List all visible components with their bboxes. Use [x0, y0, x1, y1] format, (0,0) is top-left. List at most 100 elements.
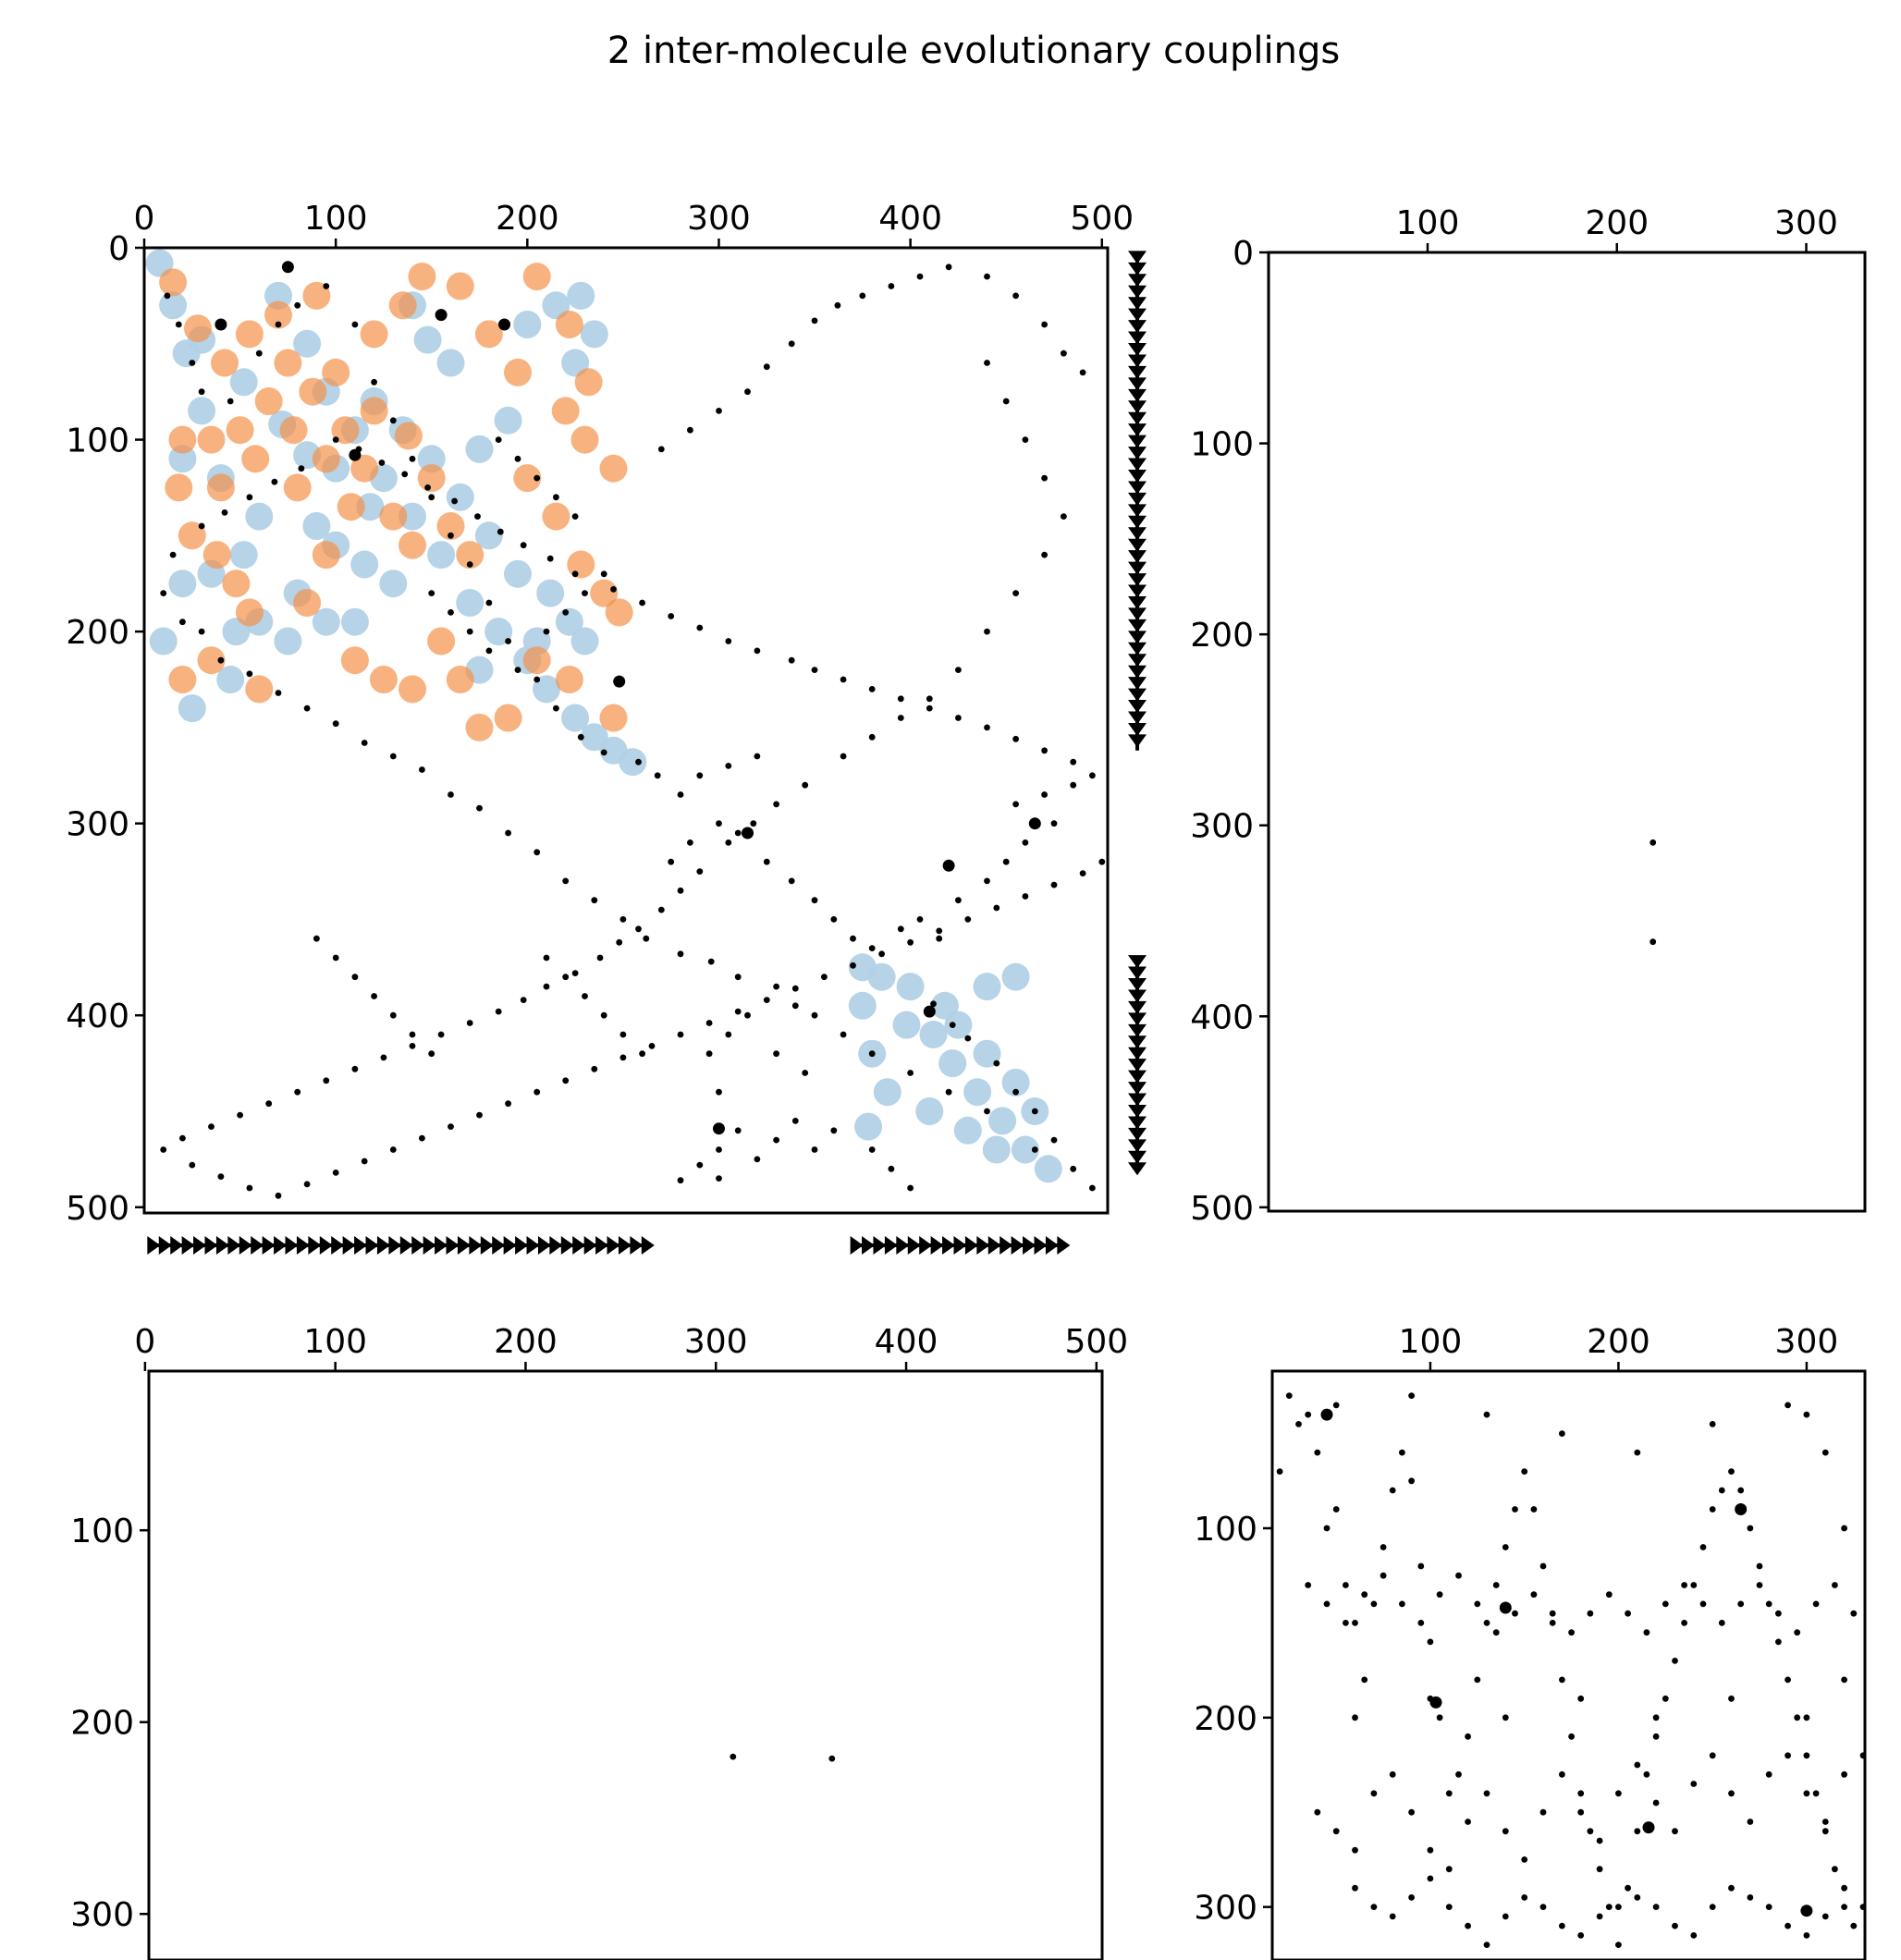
- ec-point: [811, 1146, 818, 1153]
- ec-point: [534, 676, 541, 683]
- track-marker-bottom: [896, 1236, 910, 1255]
- contact-point-blue: [561, 349, 590, 377]
- ec-point: [1352, 1884, 1358, 1892]
- ec-point: [1539, 1562, 1547, 1570]
- ec-point: [189, 1161, 196, 1169]
- ec-point: [1512, 1506, 1518, 1513]
- ec-point: [221, 509, 228, 516]
- ec-point: [648, 1043, 656, 1049]
- ec-point: [271, 478, 278, 485]
- ec-point: [1559, 1430, 1565, 1437]
- ec-point: [505, 638, 511, 644]
- ec-point: [1756, 1582, 1763, 1588]
- ec-point: [1002, 398, 1010, 405]
- ec-point: [1718, 1487, 1725, 1494]
- ec-point: [1465, 1922, 1471, 1929]
- track-marker-right: [1128, 504, 1147, 518]
- ec-point: [1465, 1819, 1471, 1825]
- ec-point: [1699, 1544, 1707, 1550]
- track-marker-right: [1128, 262, 1147, 276]
- ec-point: [687, 839, 693, 846]
- x-tick-label: 300: [684, 1323, 748, 1361]
- ec-point: [409, 1031, 416, 1038]
- ec-point: [485, 599, 493, 606]
- ec-point: [1634, 1894, 1641, 1901]
- ec-point: [1821, 1819, 1829, 1825]
- ec-point: [562, 877, 570, 885]
- track-marker-right: [1128, 654, 1147, 668]
- track-marker-bottom: [158, 1236, 172, 1255]
- ec-point: [1079, 870, 1086, 876]
- ec-point-strong: [742, 827, 754, 839]
- ec-point: [897, 695, 904, 703]
- ec-point: [677, 791, 684, 798]
- ec-point-strong: [1429, 1696, 1442, 1709]
- x-tick-label: 100: [303, 1323, 367, 1361]
- contact-point-blue: [522, 627, 551, 655]
- ec-point: [1832, 1582, 1838, 1588]
- ec-point: [1474, 1676, 1481, 1684]
- track-marker-right: [1128, 274, 1147, 288]
- track-marker-right: [1128, 550, 1147, 564]
- ec-point: [303, 704, 311, 712]
- ec-point: [907, 938, 914, 946]
- track-marker-right: [1128, 573, 1147, 587]
- ec-point: [1352, 1846, 1358, 1854]
- ec-point: [1747, 1525, 1754, 1532]
- ec-point: [1709, 1904, 1716, 1911]
- ec-point: [1022, 436, 1029, 443]
- contact-point-orange: [417, 464, 446, 493]
- ec-point: [1625, 1610, 1631, 1617]
- contact-point-orange: [446, 272, 474, 300]
- contact-point-orange: [465, 713, 494, 741]
- ec-point: [543, 628, 550, 635]
- ec-point: [725, 1031, 732, 1038]
- contact-point-orange: [551, 397, 580, 425]
- ec-point: [716, 408, 722, 414]
- ec-point: [485, 647, 493, 655]
- ec-point: [571, 513, 579, 520]
- ec-point: [668, 613, 675, 619]
- ec-point: [754, 1156, 761, 1163]
- y-tick-label: 100: [1190, 426, 1254, 464]
- ec-point: [255, 349, 263, 357]
- ec-point: [1427, 1875, 1434, 1882]
- contact-point-orange: [474, 320, 503, 349]
- contact-point-blue: [915, 1097, 944, 1125]
- ec-point: [734, 829, 742, 837]
- track-marker-right: [1128, 308, 1147, 322]
- ec-point: [1549, 1610, 1556, 1617]
- track-marker-bottom: [388, 1236, 402, 1255]
- ec-point: [930, 1000, 937, 1008]
- track-marker-bottom: [964, 1236, 978, 1255]
- track-marker-bottom: [884, 1236, 898, 1255]
- ec-point: [1370, 1904, 1378, 1911]
- ec-point: [217, 1173, 225, 1180]
- ec-point: [1650, 938, 1657, 946]
- ec-point: [1784, 1402, 1791, 1409]
- ec-point: [448, 1123, 454, 1130]
- ec-point: [1634, 1828, 1641, 1835]
- y-tick-label: 100: [66, 423, 129, 460]
- track-marker-right: [1128, 1093, 1147, 1107]
- ec-point: [1521, 1856, 1528, 1863]
- x-tick-label: 100: [304, 200, 368, 238]
- track-marker-right: [1128, 331, 1147, 345]
- ec-point: [1568, 1629, 1575, 1636]
- ec-point: [936, 927, 943, 935]
- ec-point: [744, 388, 751, 396]
- ec-point: [553, 494, 559, 501]
- ec-point: [868, 1146, 876, 1153]
- ec-point: [1539, 1808, 1547, 1816]
- track-marker-right: [1128, 665, 1147, 679]
- contact-point-orange: [235, 598, 264, 627]
- y-tick-label: 0: [108, 230, 129, 268]
- ec-point: [955, 715, 962, 721]
- ec-point: [543, 983, 550, 990]
- ec-point: [275, 321, 282, 328]
- contact-point-blue: [302, 512, 331, 540]
- ec-point: [1427, 1638, 1434, 1646]
- ec-point: [246, 670, 253, 678]
- contact-point-orange: [331, 416, 360, 445]
- ec-point: [1577, 1695, 1585, 1702]
